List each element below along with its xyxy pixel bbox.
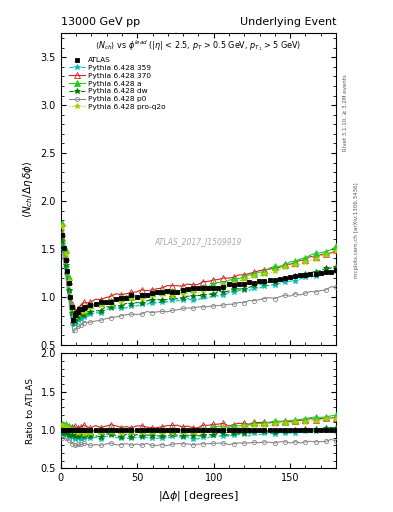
Text: $\langle N_{ch}\rangle$ vs $\phi^{lead}$ ($|\eta|$ < 2.5, $p_T$ > 0.5 GeV, $p_{T: $\langle N_{ch}\rangle$ vs $\phi^{lead}$… <box>95 38 302 53</box>
Y-axis label: $\langle N_{ch}/\Delta\eta\,\delta\phi\rangle$: $\langle N_{ch}/\Delta\eta\,\delta\phi\r… <box>21 160 35 218</box>
Text: Rivet 3.1.10, ≥ 3.2M events: Rivet 3.1.10, ≥ 3.2M events <box>343 74 348 151</box>
Pythia 6.428 pro-q2o <box>323 252 328 258</box>
Line: Pythia 6.428 359: Pythia 6.428 359 <box>60 241 339 329</box>
Pythia 6.428 359 <box>323 269 328 275</box>
Pythia 6.428 370 <box>293 260 298 266</box>
Pythia 6.428 dw <box>180 294 185 301</box>
ATLAS <box>149 289 154 295</box>
Pythia 6.428 pro-q2o <box>293 262 298 268</box>
Pythia 6.428 p0 <box>60 248 65 254</box>
Y-axis label: Ratio to ATLAS: Ratio to ATLAS <box>26 378 35 444</box>
Pythia 6.428 dw <box>108 304 113 310</box>
Text: Underlying Event: Underlying Event <box>239 16 336 27</box>
Pythia 6.428 dw <box>323 265 328 271</box>
ATLAS <box>71 317 75 323</box>
Line: Pythia 6.428 p0: Pythia 6.428 p0 <box>61 249 338 335</box>
Pythia 6.428 359 <box>108 305 113 311</box>
Pythia 6.428 359 <box>60 241 65 247</box>
Pythia 6.428 pro-q2o <box>60 223 65 229</box>
Pythia 6.428 a <box>88 303 93 309</box>
Pythia 6.428 p0 <box>323 287 328 293</box>
Pythia 6.428 p0 <box>180 305 185 311</box>
Text: 13000 GeV pp: 13000 GeV pp <box>61 16 140 27</box>
Pythia 6.428 370 <box>323 250 328 257</box>
Pythia 6.428 370 <box>108 293 113 299</box>
Pythia 6.428 dw <box>88 309 93 315</box>
Pythia 6.428 370 <box>71 314 75 320</box>
ATLAS <box>323 269 328 275</box>
Pythia 6.428 pro-q2o <box>334 248 338 254</box>
Pythia 6.428 a <box>71 316 75 323</box>
Pythia 6.428 dw <box>60 238 65 244</box>
Pythia 6.428 p0 <box>334 284 338 290</box>
Line: Pythia 6.428 dw: Pythia 6.428 dw <box>60 238 339 328</box>
Pythia 6.428 370 <box>334 247 338 253</box>
Pythia 6.428 pro-q2o <box>88 305 93 311</box>
Pythia 6.428 a <box>108 297 113 304</box>
ATLAS <box>334 267 338 273</box>
Pythia 6.428 a <box>323 248 328 254</box>
Pythia 6.428 dw <box>149 297 154 304</box>
Pythia 6.428 359 <box>149 300 154 306</box>
Text: mcplots.cern.ch [arXiv:1306.3436]: mcplots.cern.ch [arXiv:1306.3436] <box>354 183 359 278</box>
Pythia 6.428 p0 <box>108 314 113 321</box>
Pythia 6.428 a <box>149 290 154 296</box>
Pythia 6.428 a <box>334 243 338 249</box>
Pythia 6.428 a <box>293 258 298 264</box>
Pythia 6.428 pro-q2o <box>108 301 113 307</box>
ATLAS <box>293 273 298 279</box>
Pythia 6.428 p0 <box>149 309 154 315</box>
Pythia 6.428 370 <box>88 300 93 306</box>
Pythia 6.428 370 <box>149 287 154 293</box>
Pythia 6.428 p0 <box>71 330 75 336</box>
ATLAS <box>108 300 113 306</box>
Pythia 6.428 pro-q2o <box>149 292 154 298</box>
Pythia 6.428 a <box>60 220 65 226</box>
Pythia 6.428 dw <box>334 264 338 270</box>
Pythia 6.428 370 <box>60 230 65 236</box>
Pythia 6.428 pro-q2o <box>71 318 75 324</box>
Pythia 6.428 pro-q2o <box>180 290 185 296</box>
Pythia 6.428 370 <box>180 283 185 289</box>
ATLAS <box>88 302 93 308</box>
X-axis label: $|\Delta\phi|$ [degrees]: $|\Delta\phi|$ [degrees] <box>158 489 239 503</box>
ATLAS <box>180 287 185 293</box>
Line: Pythia 6.428 370: Pythia 6.428 370 <box>60 230 339 319</box>
Pythia 6.428 359 <box>71 324 75 330</box>
Legend: ATLAS, Pythia 6.428 359, Pythia 6.428 370, Pythia 6.428 a, Pythia 6.428 dw, Pyth: ATLAS, Pythia 6.428 359, Pythia 6.428 37… <box>67 56 167 112</box>
Pythia 6.428 p0 <box>88 319 93 325</box>
Pythia 6.428 359 <box>88 311 93 317</box>
ATLAS <box>60 232 65 239</box>
Line: Pythia 6.428 a: Pythia 6.428 a <box>60 220 339 322</box>
Text: ATLAS_2017_I1509919: ATLAS_2017_I1509919 <box>155 238 242 246</box>
Pythia 6.428 dw <box>71 323 75 329</box>
Pythia 6.428 359 <box>180 297 185 303</box>
Pythia 6.428 dw <box>293 273 298 279</box>
Pythia 6.428 359 <box>334 267 338 273</box>
Pythia 6.428 359 <box>293 278 298 284</box>
Pythia 6.428 p0 <box>293 291 298 297</box>
Line: ATLAS: ATLAS <box>61 233 338 322</box>
Pythia 6.428 a <box>180 287 185 293</box>
Line: Pythia 6.428 pro-q2o: Pythia 6.428 pro-q2o <box>60 223 339 324</box>
